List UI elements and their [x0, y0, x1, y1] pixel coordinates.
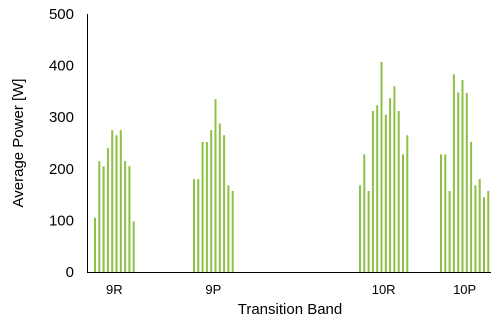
bar-10R-3 — [367, 190, 370, 272]
bar-9P-7 — [218, 123, 221, 272]
bar-9R-8 — [124, 161, 127, 272]
x-tick-labels: 9R 9P 10R 10P — [106, 282, 476, 297]
bar-10R-8 — [389, 98, 392, 272]
bar-9R-5 — [111, 130, 114, 272]
bar-9P-4 — [205, 141, 208, 272]
bar-10R-9 — [393, 86, 396, 273]
bar-9P-6 — [214, 99, 217, 272]
bar-9R-6 — [115, 135, 118, 272]
x-tick-label: 10R — [372, 282, 396, 297]
y-tick-label: 400 — [49, 58, 74, 75]
bar-10P-9 — [474, 185, 477, 272]
bar-9R-3 — [102, 166, 105, 272]
bar-10P-8 — [470, 141, 473, 272]
bar-9P-9 — [227, 185, 230, 272]
y-tick-label: 0 — [66, 264, 74, 281]
bar-10R-7 — [384, 114, 387, 273]
bar-10R-6 — [380, 61, 383, 272]
bar-10P-7 — [465, 92, 468, 272]
bars-layer — [94, 61, 490, 273]
bar-10P-5 — [457, 92, 460, 272]
bar-10R-11 — [402, 154, 404, 272]
bar-10R-12 — [406, 135, 409, 272]
bar-10R-5 — [376, 105, 379, 272]
bar-9P-5 — [210, 130, 213, 272]
bar-10P-3 — [448, 190, 451, 272]
bar-10P-12 — [487, 190, 490, 272]
x-tick-label: 9R — [106, 282, 123, 297]
bar-10R-4 — [371, 111, 374, 273]
bar-9R-4 — [106, 148, 109, 272]
y-axis-title: Average Power [W] — [10, 79, 27, 208]
bar-10P-10 — [478, 179, 481, 272]
y-tick-label: 500 — [49, 6, 74, 23]
bar-10R-10 — [397, 111, 400, 273]
bar-9P-1 — [193, 179, 195, 272]
y-tick-labels: 0 100 200 300 400 500 — [49, 6, 74, 281]
bar-10R-2 — [363, 154, 366, 272]
bar-9P-10 — [231, 190, 234, 272]
y-tick-label: 200 — [49, 161, 74, 178]
bar-9R-2 — [98, 161, 101, 272]
y-tick-label: 100 — [49, 212, 74, 229]
x-tick-label: 9P — [205, 282, 221, 297]
bar-9R-7 — [119, 130, 122, 272]
bar-9P-3 — [201, 141, 204, 272]
bar-10R-1 — [359, 185, 361, 272]
bar-9R-10 — [132, 221, 135, 272]
bar-10P-6 — [461, 80, 464, 272]
x-axis-title: Transition Band — [238, 301, 343, 318]
x-tick-label: 10P — [453, 282, 476, 297]
bar-10P-2 — [444, 154, 447, 272]
bar-10P-11 — [483, 197, 485, 272]
bar-9P-8 — [223, 135, 226, 272]
bar-9R-1 — [94, 217, 96, 272]
bar-10P-4 — [452, 74, 455, 272]
bar-9R-9 — [128, 166, 131, 272]
bar-10P-1 — [440, 154, 442, 272]
y-tick-label: 300 — [49, 109, 74, 126]
bar-9P-2 — [197, 179, 200, 272]
